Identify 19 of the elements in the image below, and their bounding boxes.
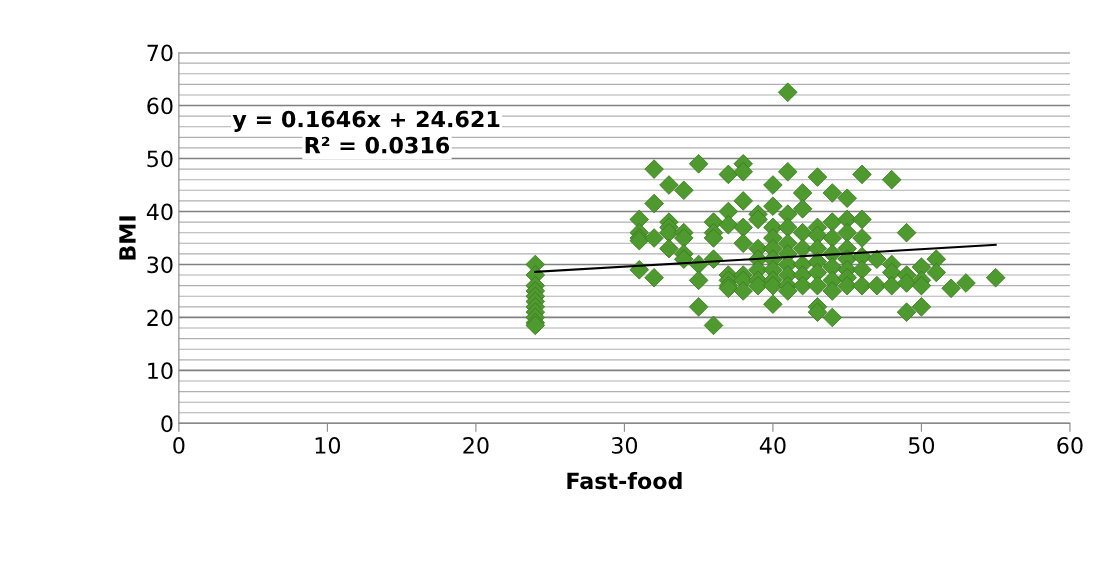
- x-tick-label: 20: [463, 436, 489, 454]
- y-tick-label: 20: [147, 309, 173, 327]
- y-tick-label: 10: [148, 362, 173, 380]
- x-tick-label: 30: [611, 436, 638, 454]
- x-tick-label: 0: [173, 436, 185, 454]
- y-tick-label: 50: [147, 150, 173, 168]
- y-tick-label: 60: [147, 97, 173, 115]
- x-tick-label: 60: [1057, 436, 1083, 454]
- x-tick-label: 40: [759, 436, 786, 454]
- y-tick-label: 40: [146, 203, 173, 221]
- y-tick-label: 70: [147, 44, 173, 62]
- y-axis-title: BMI: [119, 216, 136, 260]
- x-axis-title: Fast-food: [567, 471, 682, 490]
- annotation: y = 0.1646x + 24.621: [232, 110, 500, 132]
- annotation: R² = 0.0316: [305, 136, 450, 154]
- x-tick-label: 50: [908, 436, 935, 454]
- x-tick-label: 10: [315, 436, 341, 454]
- y-tick-label: 0: [161, 415, 173, 433]
- y-tick-label: 30: [147, 256, 173, 274]
